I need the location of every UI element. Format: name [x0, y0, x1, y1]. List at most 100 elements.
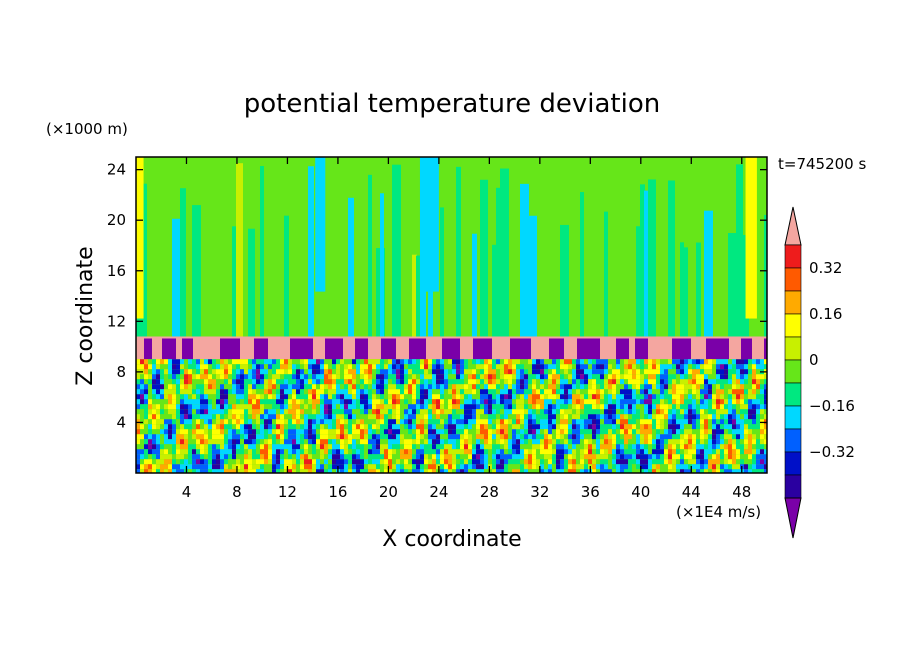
convective-cell — [352, 379, 356, 385]
convective-cell — [524, 404, 528, 410]
convective-cell — [616, 424, 620, 430]
convective-cell — [696, 464, 700, 470]
convective-cell — [160, 469, 164, 473]
convective-cell — [480, 379, 484, 385]
convective-cell — [636, 434, 640, 440]
convective-cell — [736, 439, 740, 445]
convective-cell — [272, 424, 276, 430]
convective-cell — [492, 429, 496, 435]
convective-cell — [444, 394, 448, 400]
convective-cell — [188, 369, 192, 375]
x-tick-label: 28 — [480, 483, 499, 501]
convective-cell — [476, 369, 480, 375]
convective-cell — [416, 449, 420, 455]
convective-cell — [544, 449, 548, 455]
convective-cell — [136, 409, 140, 415]
convective-cell — [616, 404, 620, 410]
convective-cell — [692, 394, 696, 400]
convective-cell — [312, 369, 316, 375]
convective-cell — [320, 469, 324, 473]
convective-cell — [388, 384, 392, 390]
convective-cell — [440, 469, 444, 473]
convective-cell — [540, 439, 544, 445]
convective-cell — [144, 434, 148, 440]
convective-cell — [288, 379, 292, 385]
convective-cell — [316, 384, 320, 390]
convective-cell — [568, 404, 572, 410]
convective-cell — [164, 359, 168, 365]
convective-cell — [648, 429, 652, 435]
convective-cell — [748, 469, 752, 473]
convective-cell — [556, 469, 560, 473]
convective-cell — [576, 439, 580, 445]
convective-cell — [536, 369, 540, 375]
convective-cell — [612, 364, 616, 370]
convective-cell — [552, 364, 556, 370]
convective-cell — [696, 364, 700, 370]
convective-cell — [412, 399, 416, 405]
convective-cell — [204, 419, 208, 425]
convective-cell — [428, 404, 432, 410]
convective-cell — [628, 374, 632, 380]
convective-cell — [292, 439, 296, 445]
convective-cell — [172, 399, 176, 405]
convective-cell — [448, 449, 452, 455]
convective-cell — [384, 399, 388, 405]
convective-cell — [416, 414, 420, 420]
convective-cell — [364, 434, 368, 440]
convective-cell — [256, 359, 260, 365]
convective-cell — [636, 469, 640, 473]
convective-cell — [460, 384, 464, 390]
convective-cell — [212, 439, 216, 445]
convective-cell — [728, 379, 732, 385]
convective-cell — [400, 444, 404, 450]
convective-cell — [412, 444, 416, 450]
convective-cell — [200, 374, 204, 380]
convective-cell — [408, 384, 412, 390]
convective-cell — [744, 469, 748, 473]
convective-cell — [372, 434, 376, 440]
convective-cell — [416, 384, 420, 390]
convective-cell — [720, 434, 724, 440]
convective-cell — [364, 379, 368, 385]
convective-cell — [740, 359, 744, 365]
convective-cell — [504, 364, 508, 370]
convective-cell — [704, 409, 708, 415]
convective-cell — [564, 404, 568, 410]
convective-cell — [584, 459, 588, 465]
convective-cell — [512, 409, 516, 415]
convective-cell — [148, 469, 152, 473]
convective-cell — [376, 369, 380, 375]
convective-cell — [504, 399, 508, 405]
convective-cell — [540, 469, 544, 473]
convective-cell — [316, 364, 320, 370]
convective-cell — [524, 374, 528, 380]
convective-cell — [220, 449, 224, 455]
convective-cell — [680, 414, 684, 420]
convective-cell — [624, 409, 628, 415]
convective-cell — [608, 409, 612, 415]
convective-cell — [188, 364, 192, 370]
convective-cell — [508, 439, 512, 445]
convective-cell — [552, 419, 556, 425]
convective-cell — [548, 449, 552, 455]
convective-cell — [440, 389, 444, 395]
convective-cell — [232, 389, 236, 395]
convective-cell — [680, 359, 684, 365]
convective-cell — [448, 454, 452, 460]
convective-cell — [292, 409, 296, 415]
convective-cell — [572, 469, 576, 473]
convective-cell — [528, 444, 532, 450]
convective-cell — [364, 469, 368, 473]
convective-cell — [672, 464, 676, 470]
convective-cell — [516, 454, 520, 460]
convective-cell — [616, 394, 620, 400]
convective-cell — [464, 359, 468, 365]
convective-cell — [560, 359, 564, 365]
convective-cell — [700, 359, 704, 365]
convective-cell — [452, 389, 456, 395]
convective-cell — [216, 434, 220, 440]
convective-cell — [268, 469, 272, 473]
convective-cell — [400, 434, 404, 440]
convective-cell — [680, 364, 684, 370]
